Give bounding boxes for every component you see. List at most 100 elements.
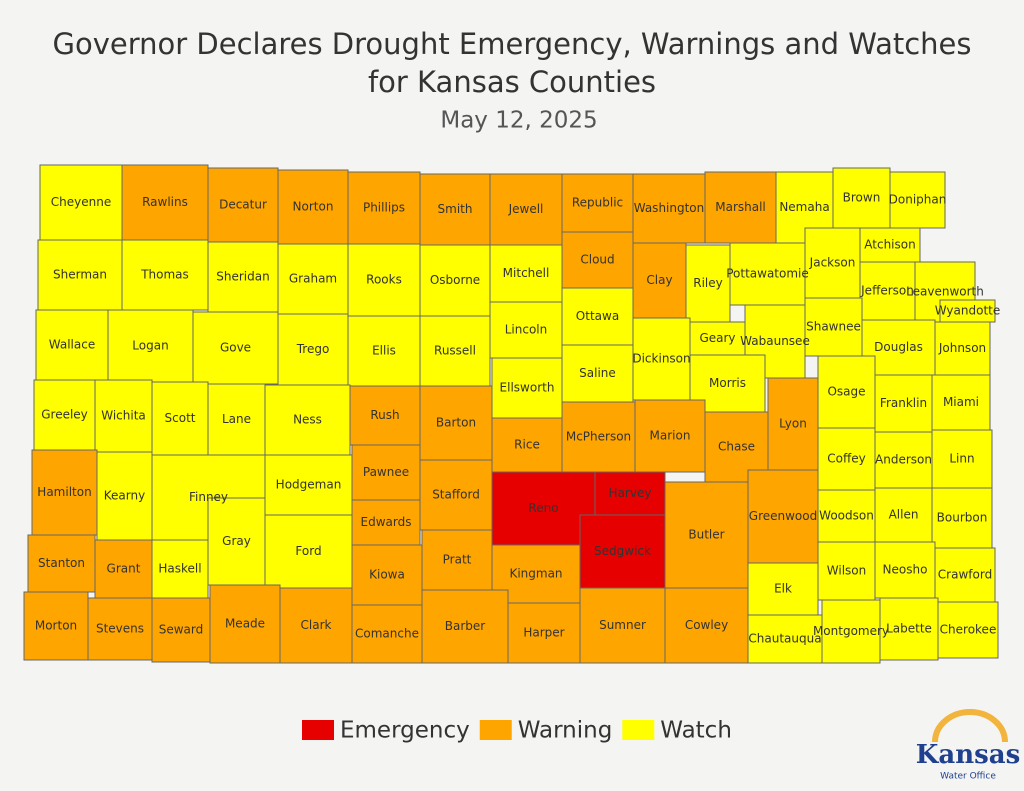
county bbox=[561, 287, 634, 346]
county-label: Woodson bbox=[819, 509, 874, 523]
county bbox=[207, 383, 266, 456]
county bbox=[859, 261, 916, 321]
county bbox=[632, 242, 687, 319]
county-label: Geary bbox=[699, 331, 735, 345]
county bbox=[664, 587, 749, 664]
county-label: Crawford bbox=[938, 568, 992, 582]
county bbox=[277, 169, 349, 245]
county-label: Labette bbox=[886, 622, 932, 636]
county-label: Jewell bbox=[508, 202, 544, 216]
county-label: Barton bbox=[436, 416, 476, 430]
counties: Cheyenne Rawlins Decatur Norton Phillips Smit… bbox=[23, 164, 1000, 664]
county bbox=[33, 379, 96, 451]
county-label: Finney bbox=[189, 490, 228, 504]
county-label: Edwards bbox=[361, 515, 412, 529]
county bbox=[207, 497, 266, 586]
county-label: Riley bbox=[693, 276, 723, 290]
logo-name: Kansas bbox=[916, 740, 1020, 770]
county bbox=[931, 429, 993, 489]
county-label: Ford bbox=[295, 544, 321, 558]
county-label: Marshall bbox=[715, 200, 766, 214]
county bbox=[349, 385, 421, 446]
county bbox=[747, 614, 823, 664]
legend-label: Warning bbox=[518, 718, 613, 744]
county-label: Russell bbox=[434, 344, 476, 358]
county-label: Scott bbox=[165, 411, 196, 425]
county-label: Smith bbox=[438, 202, 473, 216]
county bbox=[874, 487, 933, 543]
county-label: Comanche bbox=[355, 627, 419, 641]
county bbox=[747, 562, 819, 616]
title: Governor Declares Drought Emergency, War… bbox=[53, 27, 972, 61]
county bbox=[832, 167, 891, 229]
county bbox=[934, 321, 991, 376]
county-label: Kiowa bbox=[369, 568, 405, 582]
county bbox=[264, 514, 353, 589]
county-label: Gove bbox=[220, 341, 251, 355]
county bbox=[351, 444, 421, 501]
county bbox=[96, 451, 153, 541]
county bbox=[489, 301, 563, 359]
county-label: Morris bbox=[709, 376, 746, 390]
county-label: Harvey bbox=[609, 486, 652, 500]
county-label: Cloud bbox=[580, 253, 614, 267]
county bbox=[39, 164, 123, 241]
county-label: Gray bbox=[222, 534, 251, 548]
county-label: Cherokee bbox=[940, 623, 997, 637]
county-label: McPherson bbox=[566, 430, 631, 444]
county-label: Haskell bbox=[158, 562, 201, 576]
county bbox=[685, 244, 731, 323]
county-label: Brown bbox=[843, 191, 881, 205]
county-label: Pawnee bbox=[363, 465, 409, 479]
county-label: Phillips bbox=[363, 201, 405, 215]
county-label: Jackson bbox=[809, 256, 856, 270]
county-label: Coffey bbox=[827, 452, 865, 466]
county-label: Cheyenne bbox=[51, 195, 111, 209]
county-label: Bourbon bbox=[937, 511, 988, 525]
county-label: Stafford bbox=[432, 488, 480, 502]
county-label: Osage bbox=[827, 385, 865, 399]
county-label: Lincoln bbox=[505, 323, 548, 337]
county-label: Allen bbox=[889, 508, 919, 522]
county-label: Stevens bbox=[96, 622, 144, 636]
county bbox=[579, 587, 666, 664]
county-label: Rush bbox=[370, 408, 399, 422]
title-line2: for Kansas Counties bbox=[368, 65, 656, 99]
county-label: Logan bbox=[132, 339, 168, 353]
county bbox=[209, 584, 281, 664]
county-label: Marion bbox=[650, 429, 691, 443]
county-label: Ellis bbox=[372, 344, 396, 358]
county bbox=[27, 534, 96, 593]
county-label: Morton bbox=[35, 619, 77, 633]
county bbox=[634, 399, 706, 473]
county-label: Osborne bbox=[430, 273, 480, 287]
county-label: Elk bbox=[774, 582, 792, 596]
county bbox=[151, 597, 211, 663]
legend-swatch bbox=[479, 720, 512, 740]
county-label: Miami bbox=[943, 395, 979, 409]
county bbox=[767, 377, 819, 471]
county bbox=[747, 469, 819, 564]
county-label: Lyon bbox=[779, 417, 807, 431]
county-label: Sumner bbox=[599, 618, 646, 632]
county-label: Ottawa bbox=[576, 309, 619, 323]
county bbox=[817, 427, 876, 491]
logo-sun bbox=[932, 709, 1008, 743]
county-label: Cowley bbox=[685, 618, 728, 632]
county bbox=[561, 173, 634, 233]
county bbox=[35, 309, 109, 381]
county bbox=[419, 173, 491, 246]
county bbox=[277, 243, 349, 315]
county-label: Sedgwick bbox=[594, 544, 651, 558]
county bbox=[151, 539, 209, 599]
county-label: Atchison bbox=[864, 238, 915, 252]
county bbox=[351, 499, 421, 546]
county bbox=[931, 487, 993, 549]
county-label: Hamilton bbox=[37, 485, 91, 499]
county-label: Harper bbox=[523, 626, 564, 640]
county bbox=[264, 454, 353, 516]
county-label: Greenwood bbox=[749, 509, 817, 523]
date: May 12, 2025 bbox=[440, 108, 597, 134]
logo: Kansas Water Office bbox=[916, 709, 1020, 782]
